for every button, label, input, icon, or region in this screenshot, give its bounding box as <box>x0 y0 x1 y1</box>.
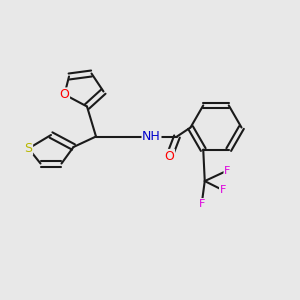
Text: S: S <box>25 142 32 155</box>
Text: O: O <box>60 88 69 101</box>
Text: O: O <box>165 149 174 163</box>
Text: F: F <box>220 185 226 195</box>
Text: F: F <box>224 166 230 176</box>
Text: NH: NH <box>142 130 161 143</box>
Text: F: F <box>199 199 205 208</box>
